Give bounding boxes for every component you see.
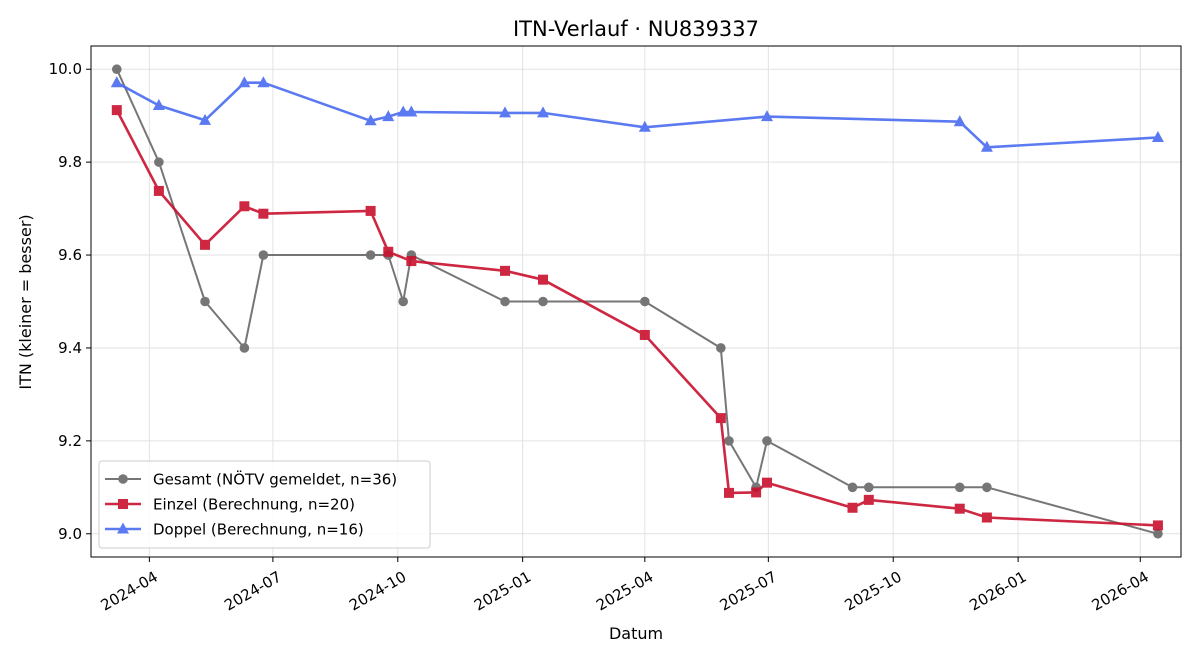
data-point-doppel	[405, 105, 418, 117]
y-tick-label: 9.2	[58, 432, 82, 450]
legend-label-doppel: Doppel (Berechnung, n=16)	[153, 521, 364, 539]
chart-title: ITN-Verlauf · NU839337	[513, 17, 759, 41]
data-point-gesamt	[640, 296, 650, 307]
data-point-doppel	[537, 106, 550, 118]
data-point-einzel	[847, 502, 858, 513]
x-tick-label: 2025-10	[842, 568, 905, 615]
x-tick-label: 2025-04	[593, 568, 656, 615]
data-point-doppel	[382, 110, 395, 122]
data-point-gesamt	[716, 343, 726, 353]
y-tick-label: 9.8	[58, 153, 82, 171]
y-tick-label: 10.0	[49, 60, 82, 78]
data-point-doppel	[199, 113, 212, 125]
x-tick-label: 2025-01	[471, 568, 534, 615]
data-point-einzel	[258, 208, 269, 219]
data-point-gesamt	[982, 482, 992, 493]
x-tick-label: 2024-10	[346, 568, 409, 615]
y-axis-label: ITN (kleiner = besser)	[16, 214, 35, 389]
data-point-einzel	[954, 503, 965, 514]
x-tick-label: 2025-07	[717, 568, 780, 615]
data-point-gesamt	[762, 436, 772, 446]
data-point-gesamt	[500, 296, 510, 307]
data-point-einzel	[383, 246, 394, 257]
legend-marker	[118, 474, 128, 484]
y-tick-label: 9.6	[58, 246, 82, 264]
data-point-gesamt	[365, 250, 376, 260]
data-point-gesamt	[954, 482, 965, 493]
series-gesamt	[111, 64, 1163, 539]
data-point-gesamt	[200, 296, 210, 307]
data-point-einzel	[365, 205, 376, 216]
y-tick-label: 9.4	[58, 339, 82, 357]
series-doppel	[110, 76, 1164, 152]
data-point-einzel	[715, 413, 726, 424]
data-point-gesamt	[724, 436, 734, 446]
plot-frame	[90, 45, 1182, 558]
data-point-gesamt	[111, 64, 122, 75]
data-point-doppel	[257, 76, 270, 88]
y-tick-label: 9.0	[58, 525, 82, 543]
data-point-gesamt	[398, 296, 409, 307]
legend-entry-gesamt	[105, 474, 141, 484]
y-axis-ticks: 9.0 9.2 9.4 9.6 9.8 10.0	[49, 60, 91, 543]
legend: Gesamt (NÖTV gemeldet, n=36) Einzel (Bere…	[98, 460, 431, 549]
data-point-doppel	[397, 105, 410, 117]
data-point-gesamt	[847, 482, 858, 493]
legend-label-einzel: Einzel (Berechnung, n=20)	[153, 496, 355, 514]
x-tick-label: 2024-07	[221, 568, 284, 615]
x-tick-label: 2026-04	[1089, 568, 1152, 615]
data-point-einzel	[761, 477, 772, 488]
series-einzel	[111, 105, 1163, 531]
data-point-doppel	[499, 106, 512, 118]
legend-marker	[117, 522, 129, 534]
series-line-doppel	[116, 81, 1158, 149]
legend-entry-einzel	[105, 499, 141, 509]
data-point-gesamt	[538, 296, 548, 307]
data-point-einzel	[500, 265, 511, 276]
data-point-doppel	[110, 76, 123, 88]
data-point-doppel	[953, 115, 966, 127]
data-point-einzel	[639, 329, 650, 340]
x-axis-ticks: 2024-04 2024-07 2024-10 2025-01 2025-04 2025-…	[98, 557, 1152, 615]
data-point-doppel	[364, 114, 377, 126]
data-point-gesamt	[1153, 528, 1163, 539]
series-layer	[110, 64, 1164, 539]
data-point-gesamt	[863, 482, 874, 493]
legend-entry-doppel	[105, 522, 141, 534]
legend-box	[98, 460, 431, 549]
data-point-einzel	[538, 274, 549, 285]
data-point-einzel	[111, 105, 122, 116]
data-point-doppel	[238, 76, 251, 88]
data-point-einzel	[200, 239, 211, 250]
data-point-doppel	[638, 120, 651, 132]
legend-label-gesamt: Gesamt (NÖTV gemeldet, n=36)	[153, 470, 397, 489]
data-point-einzel	[981, 512, 992, 523]
data-point-doppel	[760, 110, 773, 122]
data-point-gesamt	[258, 250, 269, 260]
data-point-gesamt	[239, 343, 250, 353]
data-point-doppel	[152, 98, 165, 110]
x-tick-label: 2024-04	[98, 568, 161, 615]
data-point-gesamt	[154, 157, 164, 167]
data-point-einzel	[1152, 520, 1163, 531]
data-point-einzel	[863, 494, 874, 505]
x-tick-label: 2026-01	[966, 568, 1029, 615]
data-point-einzel	[153, 185, 164, 196]
data-point-einzel	[723, 487, 734, 498]
x-axis-label: Datum	[609, 624, 663, 643]
data-point-doppel	[1151, 131, 1164, 143]
data-point-einzel	[406, 256, 417, 267]
data-point-einzel	[751, 487, 762, 498]
data-point-doppel	[980, 140, 993, 152]
data-point-einzel	[239, 201, 250, 212]
legend-marker	[118, 499, 128, 509]
